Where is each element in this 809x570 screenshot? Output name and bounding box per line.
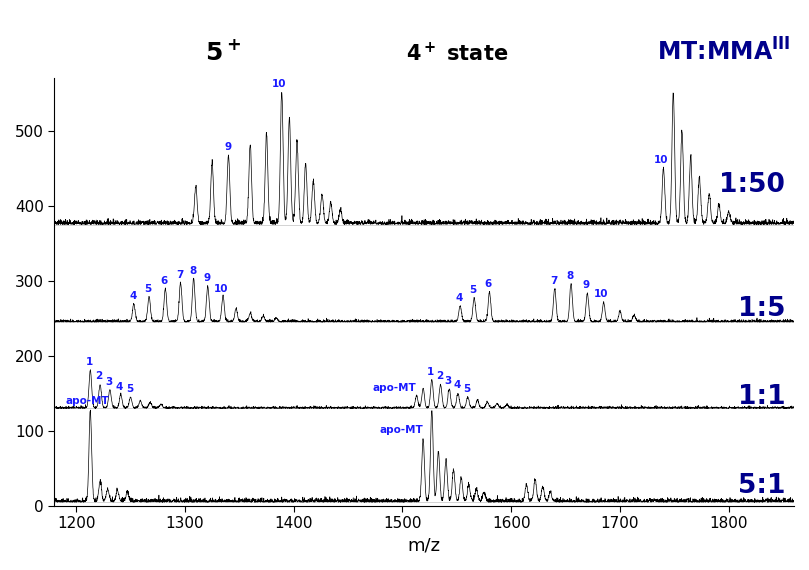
Text: 8: 8 [189, 266, 196, 275]
Text: 10: 10 [595, 290, 608, 299]
Text: apo-MT: apo-MT [66, 396, 109, 406]
Text: apo-MT: apo-MT [373, 382, 417, 393]
Text: MT:MMA$^\mathbf{III}$: MT:MMA$^\mathbf{III}$ [657, 38, 790, 66]
Text: 3: 3 [105, 377, 112, 386]
Text: 9: 9 [225, 142, 232, 152]
Text: 6: 6 [161, 276, 168, 286]
Text: 6: 6 [485, 279, 492, 289]
Text: 8: 8 [566, 271, 574, 280]
Text: 1: 1 [86, 357, 93, 367]
Text: 10: 10 [214, 284, 228, 294]
Text: $\mathbf{4^+}$ state: $\mathbf{4^+}$ state [406, 42, 509, 66]
Text: 1:5: 1:5 [738, 296, 786, 321]
Text: 4: 4 [116, 381, 123, 392]
X-axis label: m/z: m/z [408, 537, 441, 555]
Text: 5: 5 [469, 285, 477, 295]
Text: 3: 3 [444, 376, 451, 386]
Text: 4: 4 [453, 380, 460, 390]
Text: 1: 1 [427, 367, 434, 377]
Text: 2: 2 [95, 372, 103, 381]
Text: 2: 2 [436, 372, 443, 381]
Text: 5: 5 [144, 284, 151, 294]
Text: 7: 7 [550, 276, 557, 286]
Text: 4: 4 [455, 292, 463, 303]
Text: 1:1: 1:1 [738, 384, 786, 410]
Text: 5: 5 [463, 384, 470, 394]
Text: 10: 10 [273, 79, 287, 89]
Text: 9: 9 [203, 273, 210, 283]
Text: apo-MT: apo-MT [379, 425, 423, 435]
Text: 7: 7 [176, 270, 183, 280]
Text: $\mathbf{5^+}$: $\mathbf{5^+}$ [205, 40, 241, 66]
Text: 1:50: 1:50 [719, 172, 786, 198]
Text: 5:1: 5:1 [738, 473, 786, 499]
Text: 5: 5 [126, 384, 133, 394]
Text: 4: 4 [129, 291, 137, 302]
Text: 9: 9 [582, 280, 590, 291]
Text: 10: 10 [654, 155, 668, 165]
